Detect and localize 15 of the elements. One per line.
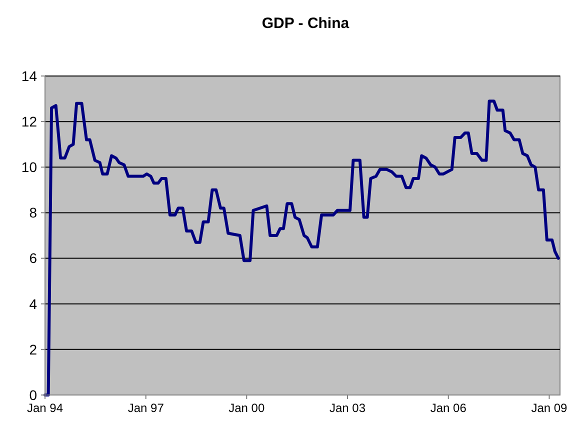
y-tick-label: 10 <box>21 159 38 176</box>
y-tick-label: 8 <box>29 204 38 221</box>
y-tick-label: 4 <box>29 296 38 312</box>
y-tick-label: 14 <box>21 68 38 84</box>
y-tick-label: 0 <box>29 386 38 403</box>
y-tick-label: 6 <box>29 250 38 266</box>
x-tick-label: Jan 06 <box>430 401 467 415</box>
x-tick-label: Jan 94 <box>26 401 64 415</box>
chart-title: GDP - China <box>262 15 350 32</box>
x-tick-label: Jan 97 <box>128 401 164 415</box>
y-tick-label: 2 <box>29 341 38 358</box>
x-tick-label: Jan 00 <box>228 401 265 415</box>
y-tick-label: 12 <box>21 113 38 130</box>
x-tick-label: Jan 09 <box>531 401 568 415</box>
x-tick-label: Jan 03 <box>329 401 366 415</box>
